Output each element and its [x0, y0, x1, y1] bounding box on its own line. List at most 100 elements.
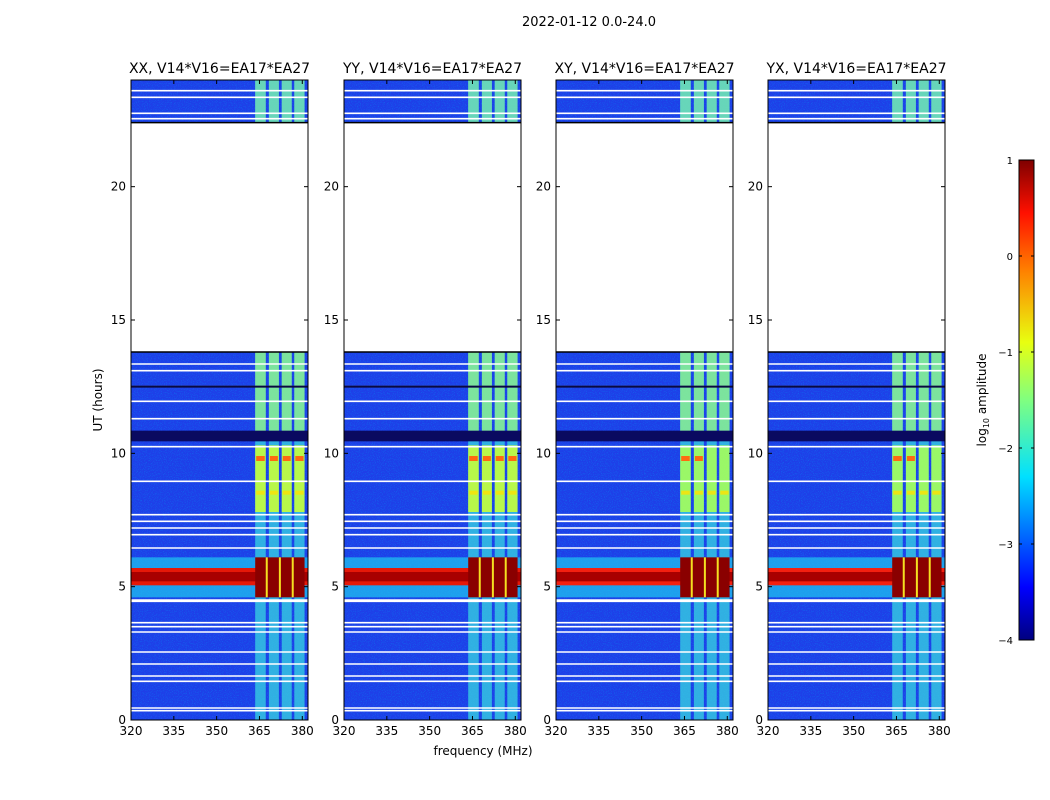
y-tick-label-2: 10	[111, 446, 126, 460]
y-tick-label-4: 20	[536, 180, 551, 194]
channel-band-top-1	[268, 80, 279, 123]
channel-band-active-1	[268, 445, 279, 512]
x-tick-label-3: 365	[248, 724, 271, 738]
channel-band-active-3	[719, 445, 730, 512]
channel-band-mid-2	[706, 352, 717, 432]
y-tick-label-2: 10	[536, 446, 551, 460]
y-tick-label-3: 15	[536, 313, 551, 327]
band-warm-1	[482, 490, 491, 495]
channel-band-mid-3	[931, 352, 942, 432]
dark-flag-block	[768, 430, 945, 442]
y-tick-label-2: 10	[748, 446, 763, 460]
rfi-band-edge-0	[478, 557, 481, 598]
y-tick-label-2: 10	[324, 446, 339, 460]
panel-title-2: XY, V14*V16=EA17*EA27	[554, 61, 734, 77]
band-warm-3	[295, 490, 304, 495]
x-tick-label-3: 365	[885, 724, 908, 738]
band-warm-1	[906, 490, 915, 495]
colorbar-tick-label-1: 0	[1007, 252, 1013, 263]
rfi-peak	[556, 572, 733, 582]
band-warm-1	[269, 490, 278, 495]
band-warm-0	[681, 490, 690, 495]
channel-band-mid-1	[693, 352, 704, 432]
rfi-band-edge-2	[291, 557, 294, 598]
channel-band-active-3	[931, 445, 942, 512]
channel-band-mid-1	[481, 352, 492, 432]
rfi-peak	[131, 572, 308, 582]
channel-band-active-1	[905, 445, 916, 512]
x-tick-label-0: 320	[757, 724, 780, 738]
channel-band-mid-2	[281, 352, 292, 432]
band-hotspot-0	[681, 456, 690, 461]
band-hotspot-2	[495, 456, 504, 461]
colorbar-tick-label-5: −4	[998, 636, 1013, 647]
band-warm-3	[720, 490, 729, 495]
y-axis-label: UT (hours)	[91, 368, 105, 431]
x-tick-label-4: 380	[716, 724, 739, 738]
colorbar-tick-label-2: −1	[998, 348, 1013, 359]
axes-frame	[555, 79, 734, 721]
x-tick-label-3: 365	[461, 724, 484, 738]
colorbar-tick-label-0: 1	[1007, 156, 1013, 167]
x-tick-label-2: 350	[630, 724, 653, 738]
data-gap-0	[768, 122, 945, 353]
axes-frame	[767, 79, 946, 721]
y-tick-label-3: 15	[748, 313, 763, 327]
channel-band-mid-0	[680, 352, 691, 432]
channel-band-top-0	[680, 80, 691, 123]
axes-frame	[343, 79, 522, 721]
x-tick-label-2: 350	[842, 724, 865, 738]
dark-flag-block	[131, 430, 308, 442]
colorbar-tick-label-4: −3	[998, 540, 1013, 551]
x-tick-label-3: 365	[673, 724, 696, 738]
channel-band-active-3	[507, 445, 518, 512]
x-tick-label-1: 335	[375, 724, 398, 738]
channel-band-top-1	[905, 80, 916, 123]
band-warm-1	[694, 490, 703, 495]
band-warm-0	[256, 490, 265, 495]
channel-band-top-2	[706, 80, 717, 123]
band-warm-3	[932, 490, 941, 495]
data-gap-0	[556, 122, 733, 353]
band-hotspot-1	[906, 456, 915, 461]
band-hotspot-3	[295, 456, 304, 461]
band-hotspot-0	[893, 456, 902, 461]
channel-band-mid-1	[905, 352, 916, 432]
rfi-band-edge-1	[703, 557, 706, 598]
colorbar-tick-label-3: −2	[998, 444, 1013, 455]
x-tick-label-0: 320	[120, 724, 143, 738]
band-hotspot-1	[482, 456, 491, 461]
channel-band-active-0	[892, 445, 903, 512]
channel-band-active-0	[255, 445, 266, 512]
channel-band-active-2	[494, 445, 505, 512]
band-warm-0	[469, 490, 478, 495]
channel-band-mid-3	[719, 352, 730, 432]
data-gap-0	[131, 122, 308, 353]
channel-band-mid-2	[494, 352, 505, 432]
x-tick-label-4: 380	[291, 724, 314, 738]
band-hotspot-1	[694, 456, 703, 461]
panel-3: 320 335 350 365 380 0 5 10 15 20 YX, V14*V16=EA17*…	[748, 61, 951, 738]
dark-flag-block	[344, 430, 521, 442]
channel-band-top-3	[931, 80, 942, 123]
y-tick-label-3: 15	[324, 313, 339, 327]
channel-band-active-0	[680, 445, 691, 512]
channel-band-top-3	[719, 80, 730, 123]
channel-band-active-2	[706, 445, 717, 512]
rfi-band-edge-0	[902, 557, 905, 598]
dark-flag-block	[556, 430, 733, 442]
figure-title: 2022-01-12 0.0-24.0	[522, 15, 656, 30]
x-axis-label: frequency (MHz)	[433, 744, 532, 758]
channel-band-mid-0	[255, 352, 266, 432]
x-tick-label-4: 380	[928, 724, 951, 738]
channel-band-top-3	[507, 80, 518, 123]
colorbar-gradient	[1018, 159, 1035, 641]
channel-band-top-0	[468, 80, 479, 123]
band-warm-3	[508, 490, 517, 495]
x-tick-label-0: 320	[333, 724, 356, 738]
band-hotspot-0	[469, 456, 478, 461]
x-tick-label-1: 335	[799, 724, 822, 738]
y-tick-label-3: 15	[111, 313, 126, 327]
channel-band-top-2	[918, 80, 929, 123]
rfi-band-edge-2	[928, 557, 931, 598]
